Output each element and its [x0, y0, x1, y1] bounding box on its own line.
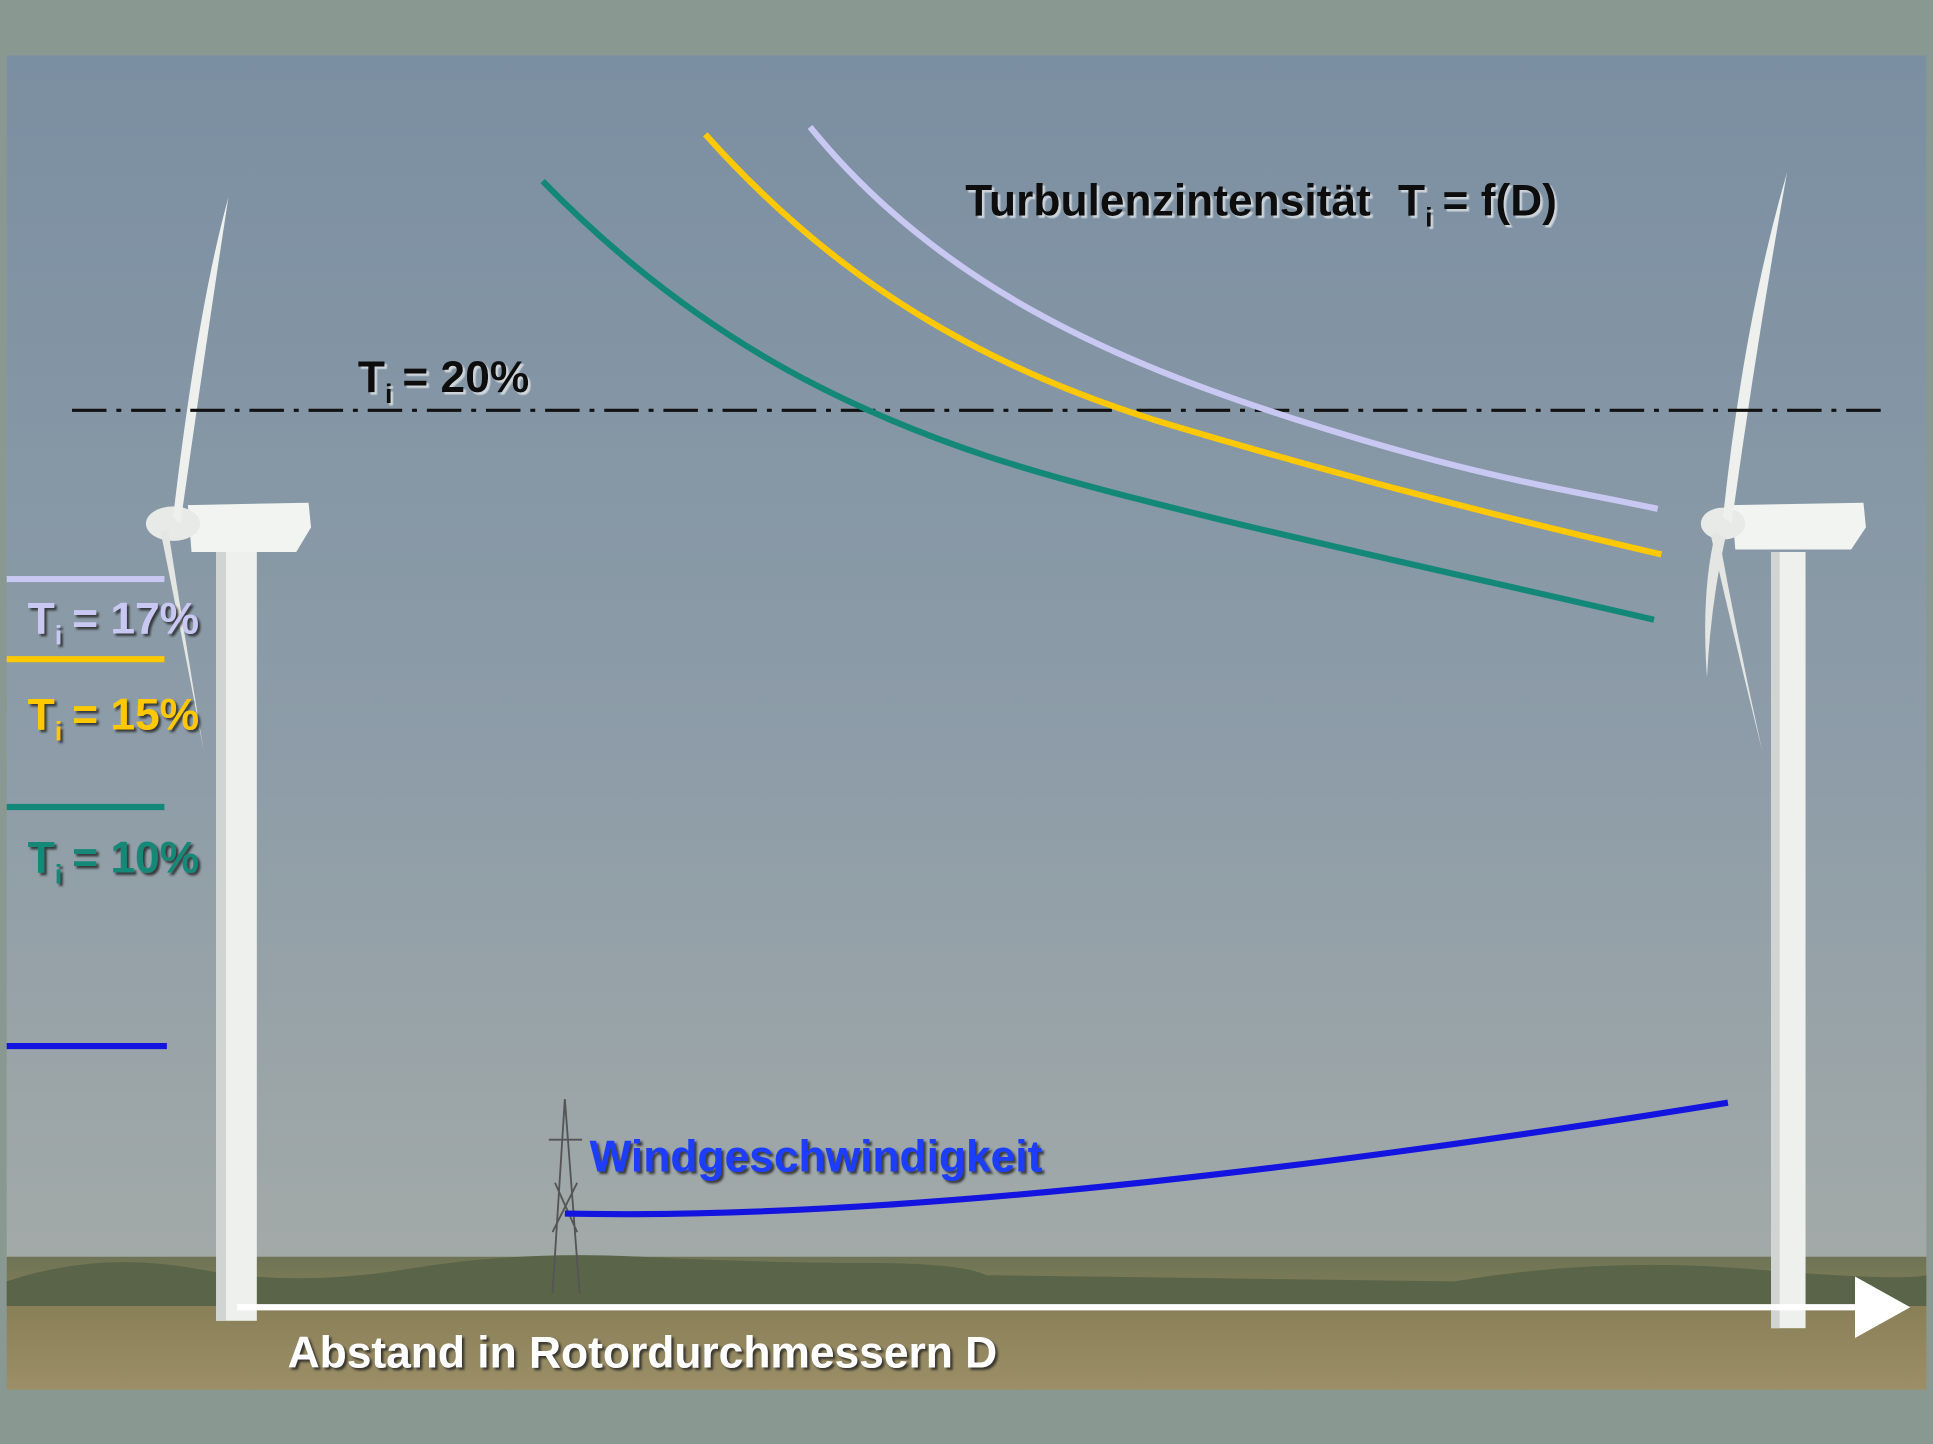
- value: = 20%: [402, 353, 529, 402]
- bottom-band: [1, 1390, 1933, 1444]
- value: = 15%: [72, 690, 199, 739]
- symbol: T: [1398, 177, 1425, 226]
- subscript: i: [55, 715, 63, 746]
- symbol: T: [28, 594, 55, 643]
- value: = 17%: [72, 594, 199, 643]
- title: Turbulenzintensität Ti = f(D): [965, 177, 1557, 233]
- legend-label: Ti = 15%: [28, 690, 199, 746]
- slide: Turbulenzintensität Ti = f(D) Ti = 20% Ti = …: [0, 0, 1933, 1444]
- title-text: Turbulenzintensität: [965, 177, 1371, 226]
- symbol: T: [28, 690, 55, 739]
- subscript: i: [1425, 202, 1433, 233]
- value: = 10%: [72, 833, 199, 882]
- page: Turbulenzintensität Ti = f(D) Ti = 20% Ti = …: [0, 0, 1933, 1444]
- formula: = f(D): [1443, 177, 1558, 226]
- legend-label: Ti = 17%: [28, 594, 199, 650]
- wind-label: Windgeschwindigkeit: [589, 1133, 1042, 1182]
- symbol: T: [28, 833, 55, 882]
- legend-label: Ti = 10%: [28, 833, 199, 889]
- x-axis-label: Abstand in Rotordurchmessern D: [288, 1329, 998, 1378]
- subscript: i: [385, 378, 393, 409]
- subscript: i: [55, 619, 63, 650]
- symbol: T: [358, 353, 385, 402]
- subscript: i: [55, 858, 63, 889]
- threshold-label: Ti = 20%: [358, 353, 529, 409]
- sky: [7, 55, 1927, 1269]
